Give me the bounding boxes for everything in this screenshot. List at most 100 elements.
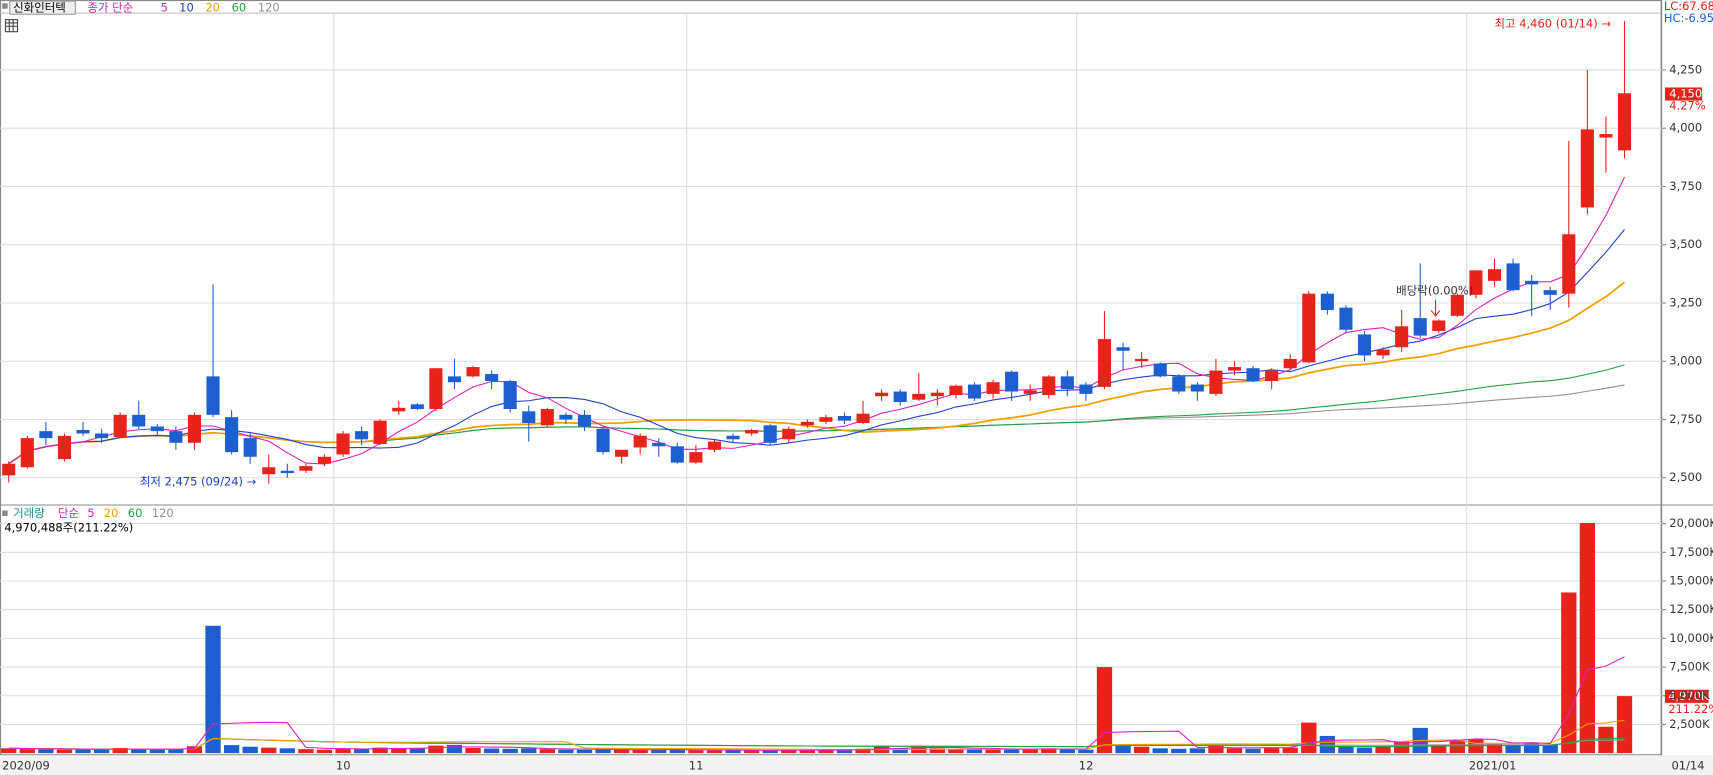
candle-body [1320, 293, 1334, 310]
volume-bar [186, 746, 203, 754]
candle-body [967, 384, 982, 399]
y-tick-label: 4,250 [1669, 62, 1702, 76]
volume-bar [892, 748, 908, 754]
candle-body [113, 414, 127, 437]
volume-bar [1431, 745, 1447, 754]
ma-legend-item: 120 [258, 1, 280, 15]
candle-body [1283, 358, 1297, 369]
candle-body [856, 413, 870, 423]
volume-tick-label: 12,500K [1669, 602, 1713, 616]
volume-bar [651, 749, 667, 754]
volume-bar [1245, 748, 1261, 754]
title-box[interactable] [9, 0, 76, 15]
volume-bar [799, 750, 815, 754]
volume-tick-label: 15,000K [1669, 573, 1713, 587]
volume-bar [353, 749, 370, 754]
candle-body [1023, 390, 1037, 394]
candle-body [1599, 134, 1613, 138]
candle-body [1172, 376, 1186, 392]
volume-moving-average [8, 719, 1625, 751]
y-tick-label: 3,250 [1669, 295, 1702, 309]
hc-label: HC:-6.95 [1664, 11, 1713, 25]
volume-tick-label: 20,000K [1669, 516, 1713, 530]
x-tick-label: 10 [336, 759, 351, 773]
candle-body [76, 429, 90, 434]
candle-body [1190, 384, 1204, 392]
candle-body [243, 438, 257, 457]
volume-bar [1449, 741, 1466, 754]
volume-bar [632, 749, 648, 754]
ma-legend-item: 20 [205, 1, 220, 15]
candle-body [20, 438, 34, 468]
volume-bar [706, 750, 723, 754]
candle-body [763, 425, 777, 443]
volume-bar [19, 748, 35, 754]
candle-body [1042, 376, 1056, 396]
volume-ma-legend-item: 20 [104, 506, 119, 520]
volume-bar [1319, 735, 1336, 754]
volume-bar [279, 748, 295, 754]
y-tick-label: 4,000 [1669, 121, 1702, 135]
volume-bar [1133, 746, 1150, 754]
candle-body [652, 442, 666, 447]
volume-bar [1486, 743, 1503, 754]
volume-ma-label: 단순 [58, 506, 79, 520]
last-volume: 4,970K [1668, 689, 1709, 703]
last-volume-box [1664, 689, 1709, 703]
volume-bar [985, 749, 1001, 754]
candle-body [893, 391, 907, 403]
volume-bar [1208, 745, 1224, 754]
calendar-icon-grid [5, 19, 18, 32]
volume-bar [1189, 748, 1205, 754]
candle-body [577, 414, 592, 427]
volume-bar [1041, 748, 1057, 754]
volume-bar [502, 748, 518, 754]
volume-tick-label: 7,500K [1669, 660, 1710, 674]
volume-bar [762, 750, 778, 754]
candle-body [355, 431, 369, 440]
volume-bar [465, 747, 481, 754]
volume-bar [1375, 746, 1391, 754]
ma-label: 종가 단순 [87, 1, 133, 15]
volume-bar [483, 748, 500, 754]
candle-body [1153, 363, 1167, 377]
candle-body [206, 376, 220, 415]
candle-body [1376, 349, 1390, 356]
candle-body [336, 433, 350, 455]
candle-body [1487, 269, 1502, 281]
moving-average [8, 281, 1626, 465]
stock-name[interactable]: 신화인터텍 [13, 1, 66, 15]
volume-bar [149, 749, 165, 754]
volume-bar [75, 749, 91, 754]
volume-bar [818, 749, 834, 754]
candle-body [1413, 318, 1427, 336]
volume-bar [428, 745, 444, 754]
volume-bar [1542, 745, 1558, 754]
volume-bar [595, 749, 611, 754]
y-tick-label: 3,500 [1669, 237, 1702, 251]
volume-bar [966, 749, 983, 754]
candle-body [1265, 370, 1279, 382]
candle-body [596, 428, 610, 453]
volume-bar [93, 749, 110, 754]
ma-legend-item: 60 [232, 1, 247, 15]
candle-body [39, 431, 53, 439]
volume-bar [1356, 747, 1373, 754]
grid [0, 13, 1667, 756]
legend-icon [2, 3, 8, 9]
candle-body [317, 456, 332, 464]
volume-bar [576, 749, 593, 754]
candle-body [1005, 371, 1019, 392]
volume-bar [446, 744, 463, 754]
candle-body [875, 392, 889, 397]
volume-tick-label: 2,500K [1669, 717, 1710, 731]
candle-body [1246, 368, 1260, 382]
candle-body [1097, 339, 1112, 387]
volume-tick-label: 10,000K [1669, 631, 1713, 645]
volume-bar [1393, 741, 1410, 754]
x-end-label: 01/14 [1671, 759, 1704, 773]
volume-bar [56, 749, 73, 754]
volume-bar [223, 745, 240, 754]
